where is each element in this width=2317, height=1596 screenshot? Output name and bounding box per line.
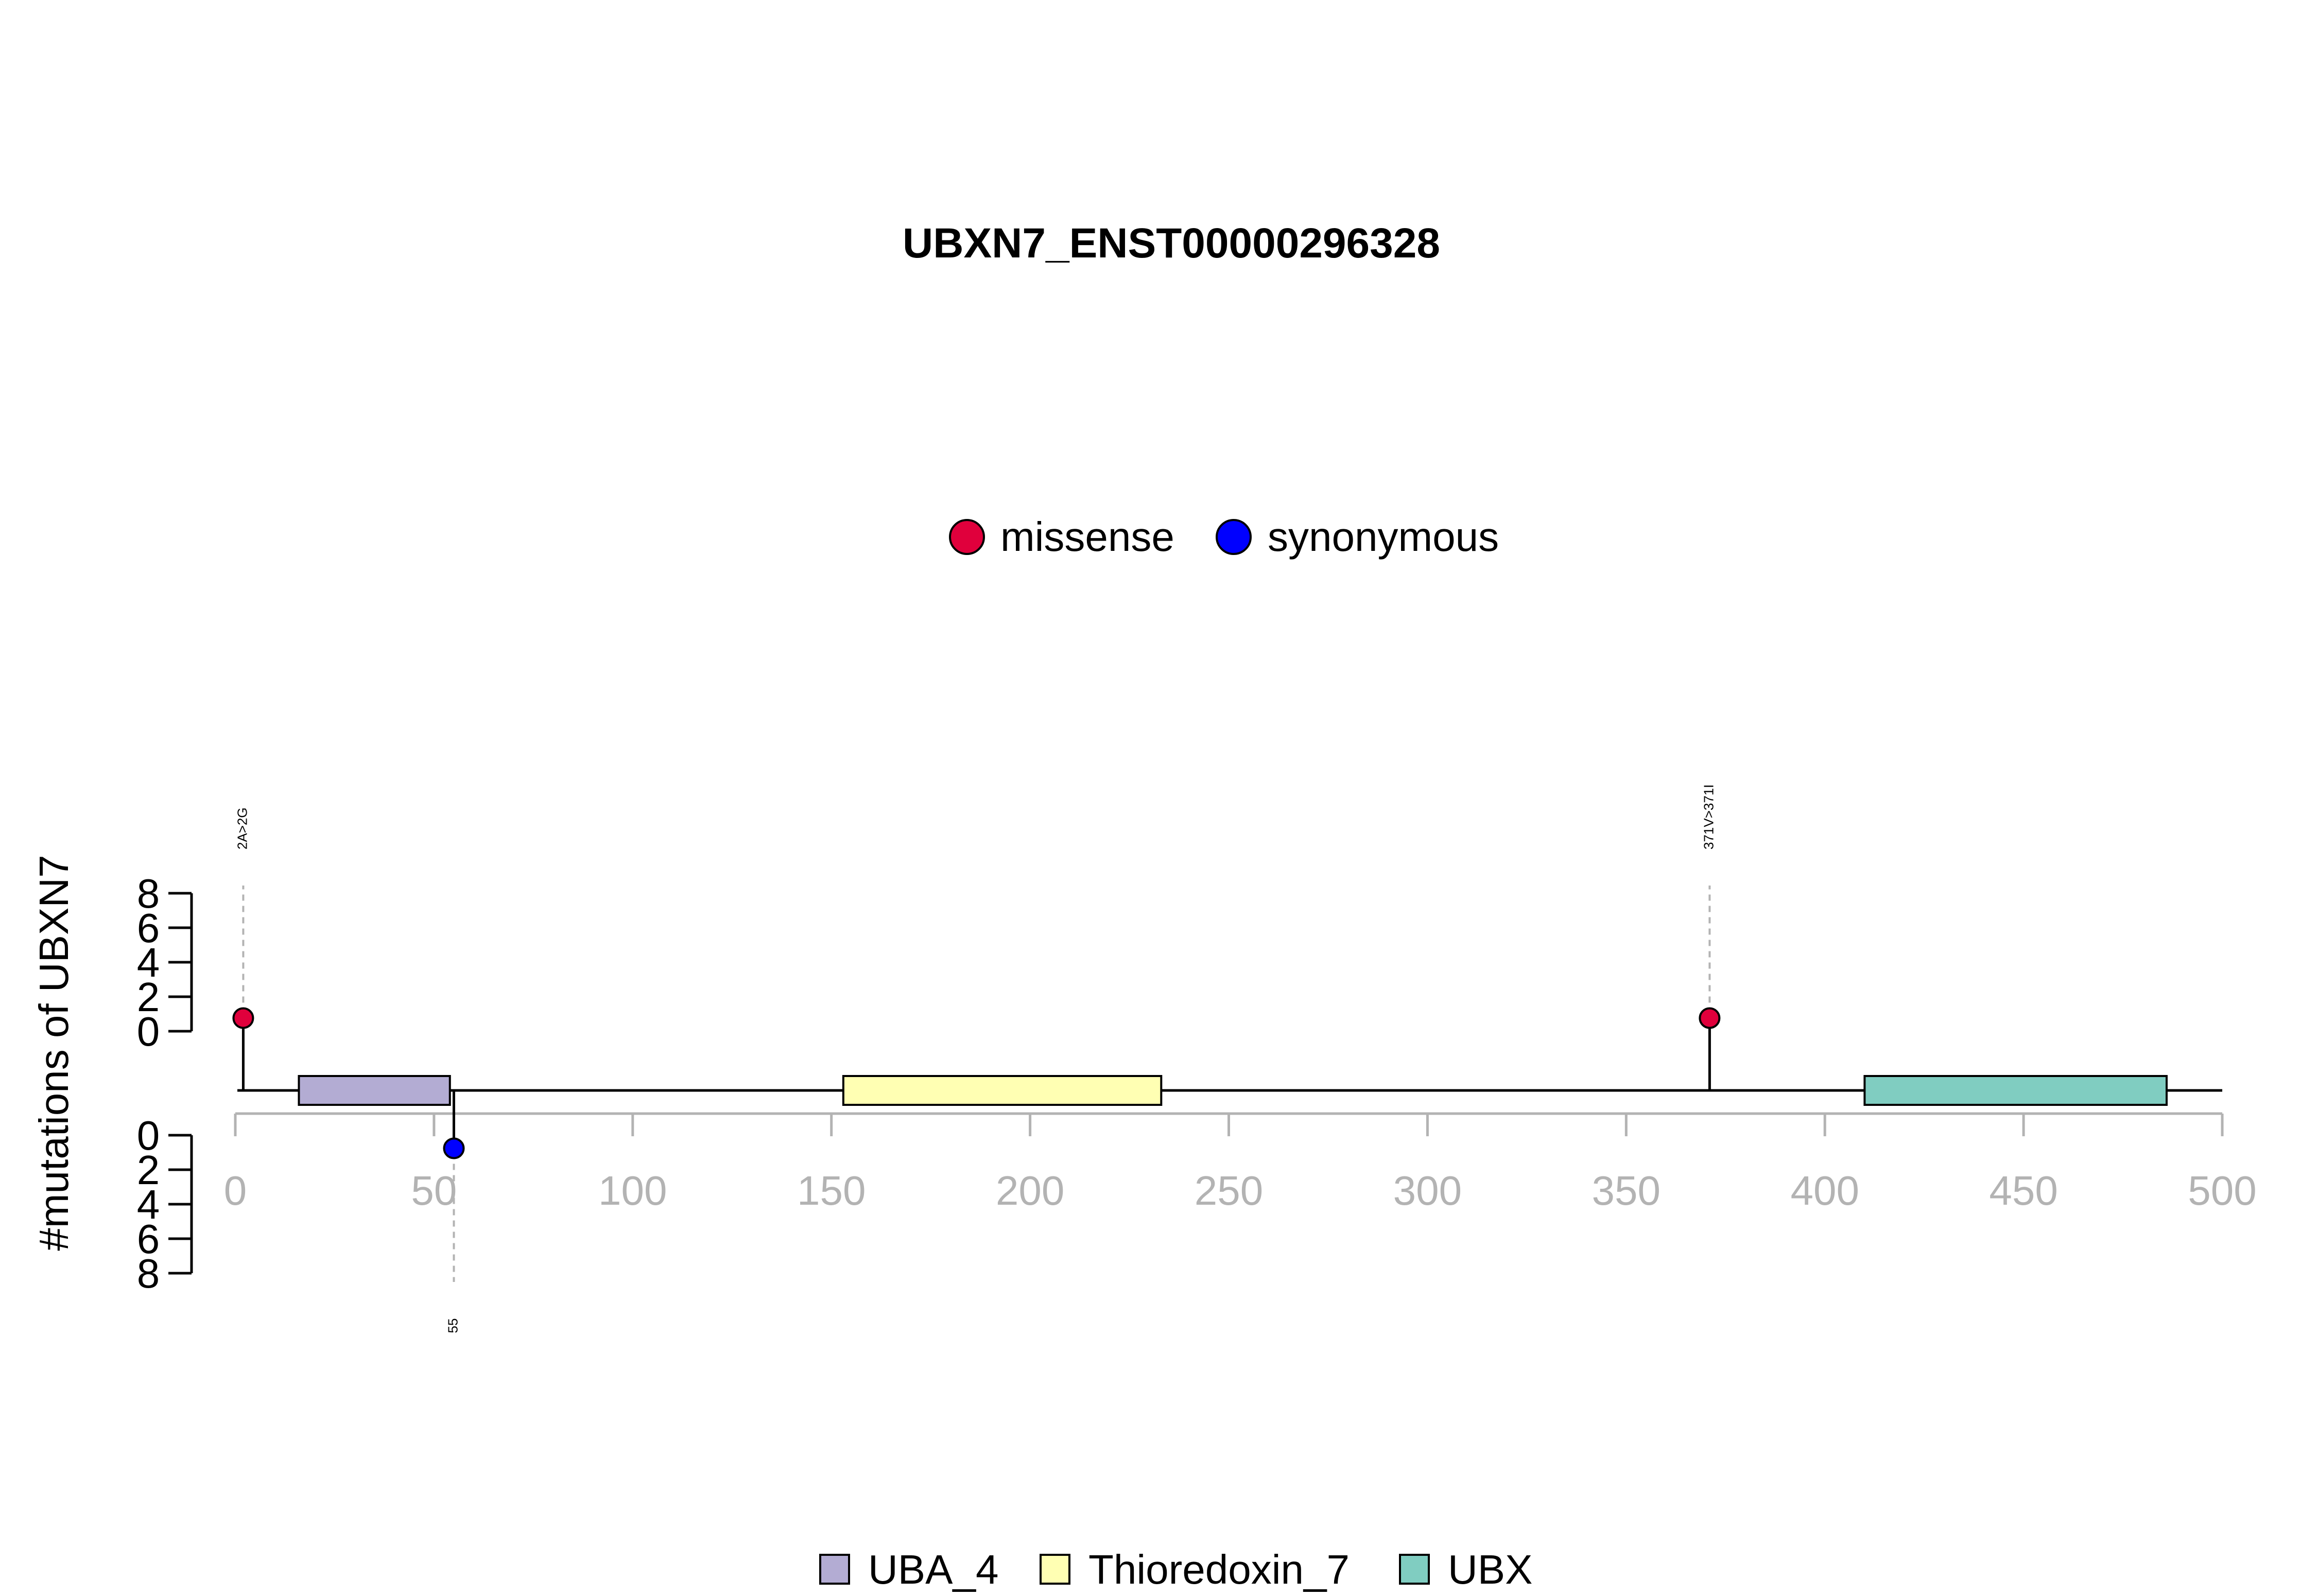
y-tick-label-top: 4 (137, 940, 160, 985)
y-axis-label: #mutations of UBXN7 (31, 855, 77, 1251)
y-tick-label-top: 6 (137, 905, 160, 951)
legend-label-ubx: UBX (1448, 1547, 1533, 1592)
x-tick-label: 150 (797, 1168, 866, 1213)
domain-thioredoxin-7 (842, 1075, 1163, 1106)
legend-label-synonymous: synonymous (1268, 514, 1499, 560)
y-tick-label-top: 8 (137, 871, 160, 916)
x-tick-label: 500 (2188, 1168, 2256, 1213)
x-tick-label: 300 (1393, 1168, 1462, 1213)
y-tick-label-top: 2 (137, 974, 160, 1020)
legend-label-uba-4: UBA_4 (868, 1547, 998, 1592)
y-tick-label-bottom: 2 (137, 1147, 160, 1193)
mutation-legend: missense synonymous (949, 514, 1499, 560)
y-tick-label-bottom: 0 (137, 1113, 160, 1158)
y-tick-label-top: 0 (137, 1009, 160, 1054)
mutation-point-missense (232, 1007, 254, 1029)
y-tick-label-bottom: 4 (137, 1182, 160, 1227)
x-tick-label: 100 (598, 1168, 667, 1213)
mutation-point-missense (1699, 1007, 1721, 1029)
legend-swatch-ubx (1399, 1554, 1430, 1585)
legend-marker-missense (949, 519, 985, 555)
y-tick-label-bottom: 8 (137, 1251, 160, 1296)
legend-swatch-uba-4 (819, 1554, 850, 1585)
domain-uba-4 (298, 1075, 451, 1106)
x-tick-label: 450 (1989, 1168, 2057, 1213)
protein-domains (298, 1075, 2168, 1106)
domain-legend: UBA_4 Thioredoxin_7 UBX (819, 1547, 1533, 1592)
x-axis: 0 50 100 150 200 250 300 350 400 450 500 (224, 1112, 2257, 1213)
x-tick-label: 200 (996, 1168, 1064, 1213)
mutation-point-synonymous (443, 1137, 465, 1159)
legend-swatch-thioredoxin-7 (1040, 1554, 1070, 1585)
x-tick-label: 350 (1592, 1168, 1661, 1213)
mutation-label: 55 (445, 1319, 460, 1333)
mutation-label: 2A>2G (234, 807, 250, 849)
x-tick-label: 50 (411, 1168, 457, 1213)
legend-label-missense: missense (1000, 514, 1174, 560)
mutations: 2A>2G 55 371V>371I (232, 784, 1721, 1333)
legend-marker-synonymous (1216, 519, 1252, 555)
legend-label-thioredoxin-7: Thioredoxin_7 (1088, 1547, 1350, 1592)
chart-title: UBXN7_ENST00000296328 (903, 220, 1440, 267)
x-tick-label: 250 (1195, 1168, 1263, 1213)
domain-ubx (1863, 1075, 2168, 1106)
y-tick-label-bottom: 6 (137, 1216, 160, 1262)
x-tick-label: 400 (1790, 1168, 1859, 1213)
mutation-label: 371V>371I (1701, 784, 1716, 849)
x-tick-label: 0 (224, 1168, 247, 1213)
